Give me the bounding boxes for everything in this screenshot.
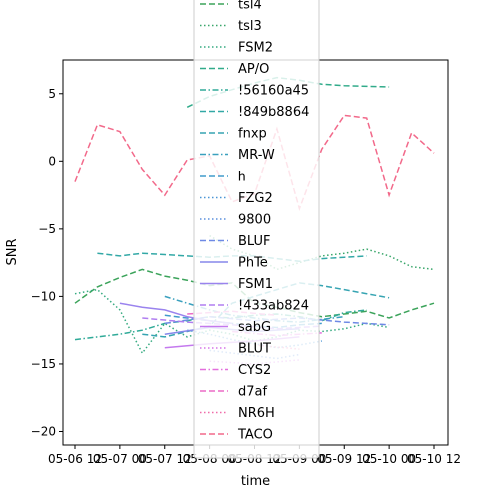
legend-label: CYS2 [238,363,271,378]
x-tick-label: 05-09 12 [317,452,371,466]
legend-label: !56160a45 [238,84,309,99]
legend-label: tsl3 [238,19,262,34]
legend-label: FSM2 [238,41,273,56]
legend-label: FZG2 [238,191,273,206]
legend-label: !433ab824 [238,299,309,314]
legend-label: NR6H [238,406,275,421]
x-tick-label: 05-06 12 [48,452,102,466]
legend-label: TACO [237,428,273,443]
legend-label: MR-W [238,148,275,163]
y-axis-label: SNR [5,238,20,265]
legend-label: BLUF [238,234,271,249]
legend-label: 𐌷 [238,170,246,185]
x-tick-label: 05-10 12 [407,452,461,466]
y-tick-label: 0 [48,154,56,168]
x-tick-label: 05-10 00 [362,452,416,466]
x-axis-label: time [241,474,270,489]
y-axis: 5 0 −5 −10 −15 −20 [31,87,63,438]
y-tick-label: −5 [38,222,56,236]
legend-label: !849b8864 [238,105,309,120]
legend-label: BLUT [238,342,271,357]
legend-label: 9800 [238,213,271,228]
x-tick-label: 05-07 00 [93,452,147,466]
y-tick-label: −20 [31,424,56,438]
legend-label: tsl4 [238,0,262,13]
legend-label: PhTe [238,256,268,271]
legend-label: AP/O [238,62,269,77]
legend-label: fnxp [238,127,267,142]
y-tick-label: −10 [31,289,56,303]
legend-label: FSM1 [238,277,273,292]
legend-label: d7af [238,385,267,400]
legend-label: sabG [238,320,271,335]
y-tick-label: −15 [31,357,56,371]
legend-box [193,0,320,459]
series-line-2 [74,288,390,355]
y-tick-label: 5 [48,87,56,101]
legend: tsl4 tsl3 FSM2 AP/O !56160a45 !849b8864 fnxp MR… [193,0,320,459]
x-tick-label: 05-07 12 [138,452,192,466]
